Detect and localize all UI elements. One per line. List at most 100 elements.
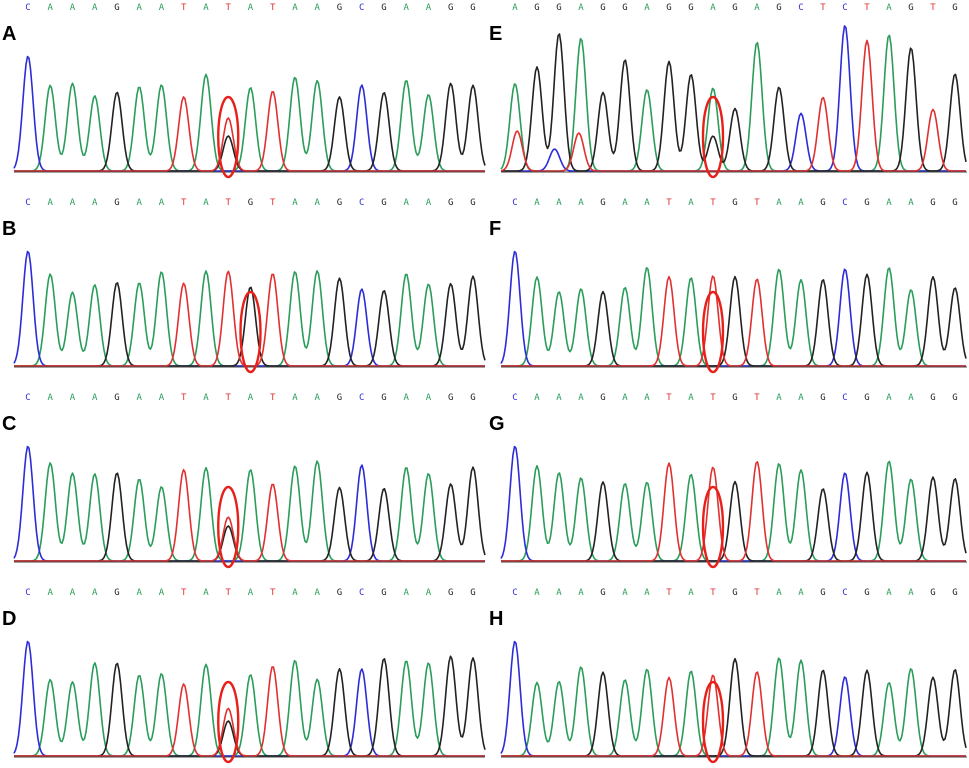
base-call: C	[359, 393, 364, 403]
base-call: A	[315, 588, 321, 598]
base-call: A	[404, 198, 410, 208]
trace-t	[500, 39, 966, 172]
base-call: T	[666, 198, 672, 208]
panel-label: G	[489, 413, 505, 435]
base-call: G	[448, 393, 453, 403]
base-call: T	[710, 588, 716, 598]
base-call: A	[886, 3, 892, 13]
base-call: A	[137, 588, 143, 598]
heterozygous-site-highlight	[239, 290, 262, 374]
trace-c	[500, 250, 966, 367]
trace-a	[501, 657, 966, 757]
base-call: T	[270, 3, 276, 13]
panel-label: H	[489, 608, 503, 630]
heterozygous-site-highlight	[701, 485, 725, 569]
base-call: A	[710, 3, 716, 13]
base-call: A	[48, 198, 54, 208]
base-call: A	[70, 393, 76, 403]
base-call: G	[952, 198, 957, 208]
base-call: A	[908, 588, 914, 598]
trace-g	[14, 82, 486, 172]
trace-a	[501, 460, 966, 562]
base-call: A	[644, 588, 650, 598]
base-call: A	[798, 588, 804, 598]
base-call: A	[292, 393, 298, 403]
base-call: G	[776, 3, 781, 13]
base-call: A	[556, 198, 562, 208]
base-call: A	[292, 3, 298, 13]
base-call: A	[426, 3, 432, 13]
trace-a	[500, 34, 966, 172]
base-call: A	[248, 393, 254, 403]
base-call: A	[315, 393, 321, 403]
base-call: A	[644, 393, 650, 403]
base-call: T	[864, 3, 870, 13]
base-call: A	[644, 3, 650, 13]
base-call: G	[114, 393, 119, 403]
base-call: A	[315, 198, 321, 208]
base-call: A	[70, 3, 76, 13]
base-call: A	[137, 198, 143, 208]
panel-label: A	[2, 23, 16, 45]
base-call: G	[470, 3, 475, 13]
heterozygous-site-highlight	[701, 95, 725, 179]
base-call: T	[226, 3, 232, 13]
panel-label: D	[2, 608, 16, 630]
base-call: A	[644, 198, 650, 208]
base-call: T	[754, 198, 760, 208]
base-call: G	[337, 393, 342, 403]
base-call: G	[381, 588, 386, 598]
base-call: T	[270, 588, 276, 598]
base-call: A	[159, 588, 165, 598]
base-call: G	[248, 198, 253, 208]
base-call: A	[578, 3, 584, 13]
base-call: C	[842, 198, 847, 208]
base-call: A	[578, 393, 584, 403]
heterozygous-site-highlight	[217, 680, 240, 764]
base-call: C	[798, 3, 803, 13]
base-call: C	[25, 588, 30, 598]
base-call: C	[359, 198, 364, 208]
base-call: A	[92, 588, 98, 598]
panel-e: EA G G A G G A G G A G A G C T C T A G T G	[489, 3, 967, 179]
base-call: G	[470, 198, 475, 208]
base-call: G	[114, 3, 119, 13]
base-call: A	[622, 393, 628, 403]
base-call: G	[448, 198, 453, 208]
base-call: A	[556, 588, 562, 598]
base-call: A	[203, 393, 209, 403]
base-call: A	[578, 198, 584, 208]
base-call: A	[248, 3, 254, 13]
base-call: A	[578, 588, 584, 598]
base-call: C	[25, 198, 30, 208]
panel-d: DC A A A G A A T A T A T A A G C G A A G G	[2, 588, 486, 764]
base-call: G	[930, 198, 935, 208]
base-call: G	[864, 588, 869, 598]
base-call: G	[820, 198, 825, 208]
base-call: A	[798, 198, 804, 208]
base-call: T	[181, 588, 187, 598]
panel-label: C	[2, 413, 16, 435]
base-call: A	[92, 393, 98, 403]
base-call: A	[48, 3, 54, 13]
base-call: G	[732, 3, 737, 13]
base-call: G	[666, 3, 671, 13]
base-call: A	[70, 198, 76, 208]
base-call: A	[798, 393, 804, 403]
base-call: G	[930, 588, 935, 598]
base-call: A	[556, 393, 562, 403]
base-call: T	[226, 588, 232, 598]
trace-a	[14, 460, 485, 562]
base-call: T	[666, 588, 672, 598]
base-call: T	[710, 393, 716, 403]
base-call: T	[710, 198, 716, 208]
base-call: A	[688, 198, 694, 208]
base-call: A	[534, 198, 540, 208]
trace-t	[501, 275, 966, 367]
base-call: G	[688, 3, 693, 13]
panel-b: BC A A A G A A T A T G T A A G C G A A G G	[2, 198, 486, 374]
trace-t	[14, 468, 485, 562]
base-call: A	[203, 198, 209, 208]
base-call: A	[159, 198, 165, 208]
base-call: T	[181, 393, 187, 403]
